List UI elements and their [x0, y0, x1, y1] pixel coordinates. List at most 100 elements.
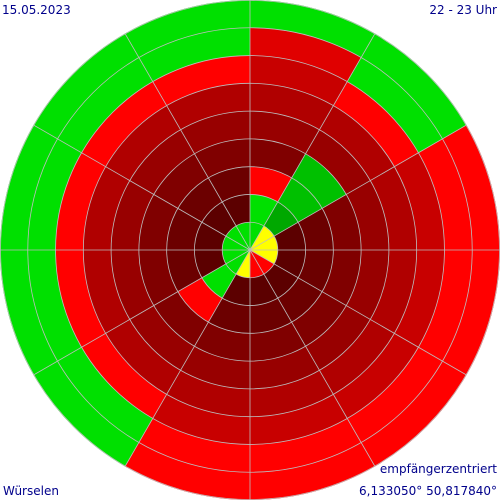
sector-cell [111, 180, 154, 250]
sector-cell [33, 33, 139, 139]
sector-cell [263, 201, 299, 237]
sector-cell [274, 222, 306, 250]
sector-cell [250, 222, 264, 250]
sector-cell [250, 111, 320, 154]
grid-spoke [33, 124, 251, 251]
sector-cell [277, 277, 323, 323]
sector-cell [305, 305, 371, 371]
sector-cell [250, 442, 375, 500]
sector-cell [81, 333, 167, 419]
sector-cell [166, 83, 250, 130]
sector-cell [153, 153, 209, 209]
coordinates-label: 6,133050° 50,817840° [359, 484, 497, 498]
sector-cell [236, 222, 250, 250]
sector-cell [361, 361, 467, 467]
sector-cell [111, 250, 154, 320]
sector-cell [177, 177, 223, 223]
sector-cell [222, 194, 250, 226]
sector-cell [225, 250, 250, 275]
sector-cell [361, 33, 467, 139]
sector-cell [250, 250, 264, 278]
sector-cell [125, 0, 250, 58]
sector-cell [394, 152, 445, 250]
sector-cell [250, 83, 334, 130]
sector-cell [250, 274, 278, 306]
sector-cell [298, 250, 334, 292]
sector-cell [152, 55, 250, 106]
grid-spoke [124, 249, 251, 467]
sector-cell [333, 81, 419, 167]
sector-cell [138, 194, 178, 250]
sector-cell [201, 201, 237, 237]
sector-cell [370, 166, 417, 250]
sector-cell [222, 274, 250, 306]
sector-cell [250, 322, 306, 362]
sector-cell [347, 57, 443, 153]
sector-cell [81, 81, 167, 167]
sector-cell [250, 250, 278, 264]
grid-spoke [249, 124, 467, 251]
sector-cell [418, 250, 473, 362]
sector-cell [346, 250, 389, 320]
sector-cell [250, 394, 348, 445]
sector-cell [201, 263, 237, 299]
sector-cell [250, 0, 375, 58]
sector-cell [250, 298, 292, 334]
sector-cell [152, 394, 250, 445]
sector-cell [194, 250, 226, 278]
sector-cell [153, 291, 209, 347]
sector-cell [277, 177, 323, 223]
sector-cell [319, 319, 395, 395]
sector-cell [138, 250, 178, 306]
sector-cell [442, 250, 500, 375]
sector-cell [333, 333, 419, 419]
sector-cell [129, 305, 195, 371]
sector-cell [298, 208, 334, 250]
sector-cell [319, 105, 395, 181]
grid-spoke [249, 249, 376, 467]
sector-cell [208, 166, 250, 202]
sector-cell [222, 250, 250, 264]
sector-cell [129, 129, 195, 195]
date-label: 15.05.2023 [2, 3, 71, 17]
sector-cell [194, 222, 226, 250]
sector-cell [322, 194, 362, 250]
sector-cell [166, 250, 202, 292]
sector-cell [250, 346, 320, 389]
sector-cell [180, 346, 250, 389]
sector-cell [27, 138, 82, 250]
sector-cell [0, 250, 58, 375]
sector-cell [250, 250, 275, 275]
sector-cell [166, 208, 202, 250]
sector-cell [57, 57, 153, 153]
sector-cell [291, 153, 347, 209]
sector-cell [194, 138, 250, 178]
time-range-label: 22 - 23 Uhr [429, 3, 497, 17]
sector-cell [370, 250, 417, 334]
sector-cell [138, 418, 250, 473]
sector-cell [418, 138, 473, 250]
sector-cell [105, 319, 181, 395]
sector-cell [55, 152, 106, 250]
sector-cell [250, 236, 278, 250]
grid-spoke [124, 33, 251, 251]
sector-cell [57, 347, 153, 443]
sector-cell [83, 166, 130, 250]
sector-cell [250, 166, 292, 202]
sector-cell [222, 236, 250, 250]
sector-cell [83, 250, 130, 334]
sector-cell [291, 291, 347, 347]
sector-cell [346, 180, 389, 250]
sector-cell [225, 225, 250, 250]
sector-cell [250, 194, 278, 226]
sector-cell [394, 250, 445, 348]
sector-cell [180, 111, 250, 154]
sector-cell [322, 250, 362, 306]
sector-cell [208, 298, 250, 334]
location-label: Würselen [3, 484, 59, 498]
sector-cell [347, 347, 443, 443]
sector-cell [166, 370, 250, 417]
sector-cell [250, 370, 334, 417]
grid-spoke [249, 33, 376, 251]
sector-cell [274, 250, 306, 278]
